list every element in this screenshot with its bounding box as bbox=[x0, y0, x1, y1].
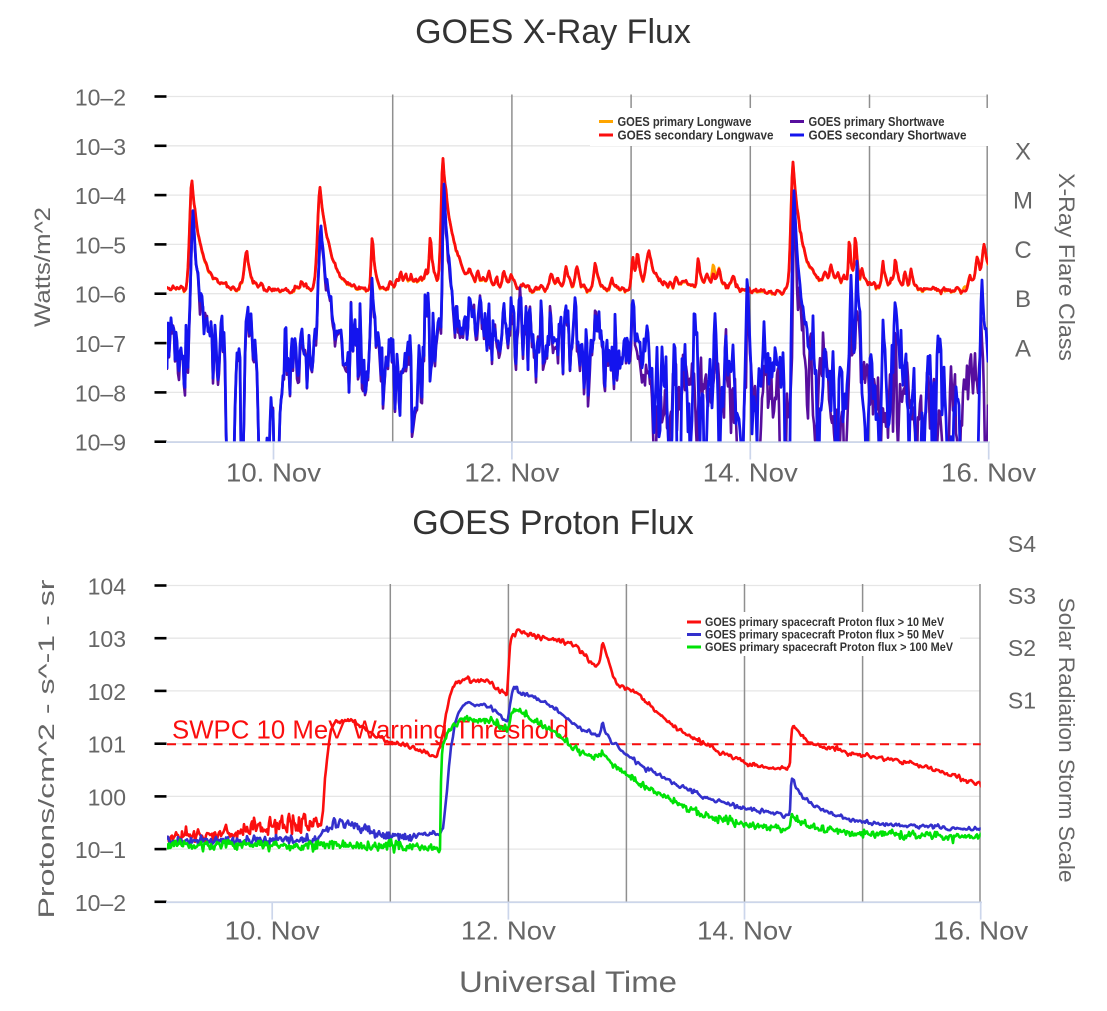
svg-text:S1: S1 bbox=[1008, 687, 1036, 713]
svg-text:A: A bbox=[1015, 336, 1031, 363]
svg-text:14. Nov: 14. Nov bbox=[697, 916, 792, 946]
svg-text:C: C bbox=[1014, 237, 1031, 264]
svg-text:GOES X-Ray Flux: GOES X-Ray Flux bbox=[415, 13, 691, 51]
svg-text:10–9: 10–9 bbox=[75, 430, 126, 456]
svg-text:10–2: 10–2 bbox=[75, 85, 126, 111]
svg-text:X: X bbox=[1015, 138, 1031, 165]
svg-text:10–4: 10–4 bbox=[75, 183, 126, 209]
svg-text:S4: S4 bbox=[1008, 531, 1036, 557]
svg-text:10–8: 10–8 bbox=[75, 380, 126, 406]
svg-text:100: 100 bbox=[88, 784, 126, 810]
svg-text:10–7: 10–7 bbox=[75, 331, 126, 357]
svg-text:103: 103 bbox=[88, 626, 126, 652]
svg-text:Protons/cm^2 - s^-1 - sr: Protons/cm^2 - s^-1 - sr bbox=[34, 580, 59, 919]
svg-text:B: B bbox=[1015, 286, 1031, 313]
svg-text:S3: S3 bbox=[1008, 583, 1036, 609]
svg-text:S2: S2 bbox=[1008, 635, 1036, 661]
svg-text:GOES primary Shortwave: GOES primary Shortwave bbox=[809, 115, 945, 129]
svg-text:GOES primary spacecraft Proton: GOES primary spacecraft Proton flux > 10… bbox=[705, 642, 953, 654]
svg-text:10–5: 10–5 bbox=[75, 232, 126, 258]
svg-text:GOES primary spacecraft Proton: GOES primary spacecraft Proton flux > 50… bbox=[705, 630, 944, 642]
svg-text:10–6: 10–6 bbox=[75, 282, 126, 308]
svg-text:14. Nov: 14. Nov bbox=[703, 458, 798, 488]
svg-text:10–1: 10–1 bbox=[75, 837, 126, 863]
svg-text:GOES primary Longwave: GOES primary Longwave bbox=[618, 115, 752, 129]
svg-text:Universal Time: Universal Time bbox=[459, 966, 677, 999]
svg-text:GOES secondary Longwave: GOES secondary Longwave bbox=[618, 129, 774, 143]
svg-text:10–2: 10–2 bbox=[75, 890, 126, 916]
svg-text:10–3: 10–3 bbox=[75, 134, 126, 160]
svg-text:GOES primary spacecraft Proton: GOES primary spacecraft Proton flux > 10… bbox=[705, 617, 944, 629]
svg-text:12. Nov: 12. Nov bbox=[461, 916, 556, 946]
svg-text:10. Nov: 10. Nov bbox=[225, 916, 320, 946]
svg-text:Watts/m^2: Watts/m^2 bbox=[30, 207, 55, 327]
svg-text:12. Nov: 12. Nov bbox=[464, 458, 559, 488]
svg-text:16. Nov: 16. Nov bbox=[933, 916, 1028, 946]
svg-text:101: 101 bbox=[88, 732, 126, 758]
svg-text:X-Ray Flare Class: X-Ray Flare Class bbox=[1054, 173, 1079, 361]
svg-text:M: M bbox=[1013, 188, 1033, 215]
svg-text:Solar Radiation Storm Scale: Solar Radiation Storm Scale bbox=[1054, 598, 1079, 883]
svg-text:10. Nov: 10. Nov bbox=[226, 458, 321, 488]
svg-text:104: 104 bbox=[88, 574, 127, 600]
svg-text:GOES Proton Flux: GOES Proton Flux bbox=[412, 504, 694, 542]
svg-text:GOES secondary Shortwave: GOES secondary Shortwave bbox=[809, 129, 967, 143]
svg-text:102: 102 bbox=[88, 679, 126, 705]
svg-text:16. Nov: 16. Nov bbox=[941, 458, 1036, 488]
